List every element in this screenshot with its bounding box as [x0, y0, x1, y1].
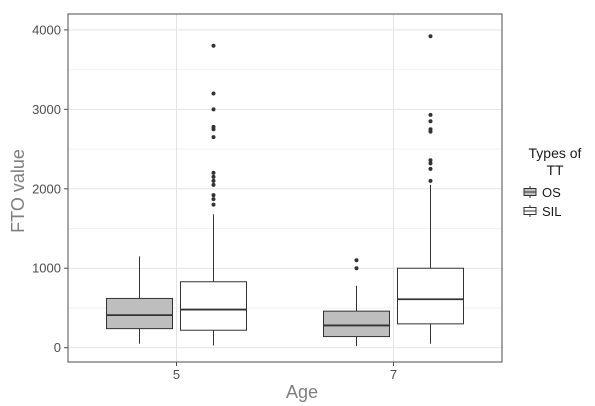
box-sil-age-7 [397, 34, 464, 344]
box-os-age-5 [106, 256, 173, 344]
legend: Types of TT OS SIL [523, 145, 582, 219]
outlier-point [211, 170, 216, 175]
x-axis-title: Age [286, 382, 318, 402]
plot-panel [67, 13, 503, 363]
outlier-point [428, 166, 433, 171]
x-tick-label: 5 [173, 367, 180, 382]
outlier-point [428, 119, 433, 124]
outlier-point [354, 258, 359, 263]
legend-label: OS [542, 185, 561, 200]
legend-title-line1: Types of [529, 145, 582, 161]
outlier-point [428, 127, 433, 132]
outlier-point [428, 34, 433, 39]
legend-label: SIL [542, 204, 562, 219]
y-axis-title: FTO value [8, 149, 28, 233]
outlier-point [211, 202, 216, 207]
outlier-point [211, 91, 216, 96]
outlier-point [428, 161, 433, 166]
box-iqr [180, 281, 247, 331]
outlier-point [428, 112, 433, 117]
y-tick-label: 4000 [32, 22, 61, 37]
outlier-point [211, 197, 216, 202]
box-layer [106, 34, 464, 347]
outlier-point [211, 124, 216, 129]
outlier-point [211, 107, 216, 112]
outlier-point [211, 43, 216, 48]
outlier-point [211, 193, 216, 198]
box-iqr [397, 267, 464, 325]
axis-layer: 0 1000 2000 3000 4000 5 7 [32, 22, 397, 382]
y-tick-label: 0 [54, 340, 61, 355]
legend-items: OS SIL [523, 185, 562, 219]
legend-item-sil: SIL [523, 204, 562, 219]
outlier-point [428, 178, 433, 183]
outlier-point [211, 182, 216, 187]
box-iqr [106, 297, 173, 330]
outlier-point [211, 135, 216, 140]
y-tick-label: 1000 [32, 261, 61, 276]
y-tick-label: 2000 [32, 181, 61, 196]
y-tick-label: 3000 [32, 102, 61, 117]
legend-item-os: OS [523, 185, 561, 200]
x-tick-label: 7 [390, 367, 397, 382]
box-iqr [323, 310, 390, 338]
outlier-point [428, 158, 433, 163]
outlier-point [211, 178, 216, 183]
outlier-point [354, 266, 359, 271]
box-sil-age-5 [180, 43, 247, 346]
legend-title-line2: TT [546, 162, 564, 178]
outlier-point [211, 174, 216, 179]
box-os-age-7 [323, 258, 390, 347]
